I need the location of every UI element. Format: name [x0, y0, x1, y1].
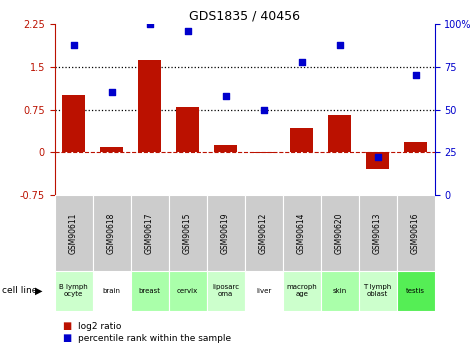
Bar [321, 195, 359, 271]
Point [374, 155, 381, 160]
Bar [283, 195, 321, 271]
Text: ▶: ▶ [35, 286, 43, 296]
Text: GSM90611: GSM90611 [69, 212, 78, 254]
Bar [176, 107, 199, 152]
Point [336, 42, 343, 47]
Text: T lymph
oblast: T lymph oblast [363, 284, 392, 297]
Text: brain: brain [103, 288, 121, 294]
Point [184, 28, 191, 34]
Text: GSM90613: GSM90613 [373, 212, 382, 254]
Bar [321, 271, 359, 310]
Bar [366, 152, 389, 169]
Bar [207, 271, 245, 310]
Text: ■: ■ [62, 321, 71, 331]
Bar [245, 271, 283, 310]
Bar [169, 271, 207, 310]
Text: GSM90620: GSM90620 [335, 212, 344, 254]
Bar [100, 147, 123, 152]
Bar [131, 271, 169, 310]
Point [108, 90, 115, 95]
Text: GSM90614: GSM90614 [297, 212, 306, 254]
Text: GSM90619: GSM90619 [221, 212, 230, 254]
Text: ■: ■ [62, 333, 71, 343]
Bar [138, 60, 161, 152]
Text: GSM90612: GSM90612 [259, 212, 268, 254]
Text: breast: breast [139, 288, 161, 294]
Bar [283, 271, 321, 310]
Text: percentile rank within the sample: percentile rank within the sample [78, 334, 231, 343]
Text: liposarc
oma: liposarc oma [212, 284, 239, 297]
Title: GDS1835 / 40456: GDS1835 / 40456 [189, 10, 300, 23]
Text: cell line: cell line [2, 286, 38, 295]
Text: GSM90615: GSM90615 [183, 212, 192, 254]
Text: cervix: cervix [177, 288, 198, 294]
Point [146, 21, 153, 27]
Bar [62, 95, 85, 152]
Bar [131, 195, 169, 271]
Bar [397, 195, 435, 271]
Point [412, 73, 419, 78]
Text: GSM90616: GSM90616 [411, 212, 420, 254]
Text: macroph
age: macroph age [286, 284, 317, 297]
Bar [169, 195, 207, 271]
Text: liver: liver [256, 288, 271, 294]
Point [70, 42, 77, 47]
Bar [328, 115, 351, 152]
Text: GSM90617: GSM90617 [145, 212, 154, 254]
Text: GSM90618: GSM90618 [107, 212, 116, 254]
Point [260, 107, 267, 112]
Bar [207, 195, 245, 271]
Bar [359, 271, 397, 310]
Point [298, 59, 305, 65]
Bar [290, 128, 313, 152]
Bar [214, 145, 237, 152]
Bar [404, 142, 427, 152]
Point [222, 93, 229, 99]
Text: testis: testis [406, 288, 425, 294]
Bar [397, 271, 435, 310]
Bar [93, 195, 131, 271]
Bar [93, 271, 131, 310]
Text: B lymph
ocyte: B lymph ocyte [59, 284, 88, 297]
Bar [359, 195, 397, 271]
Bar [252, 152, 275, 154]
Bar [55, 195, 93, 271]
Bar [55, 271, 93, 310]
Bar [245, 195, 283, 271]
Text: log2 ratio: log2 ratio [78, 322, 122, 331]
Text: skin: skin [332, 288, 347, 294]
